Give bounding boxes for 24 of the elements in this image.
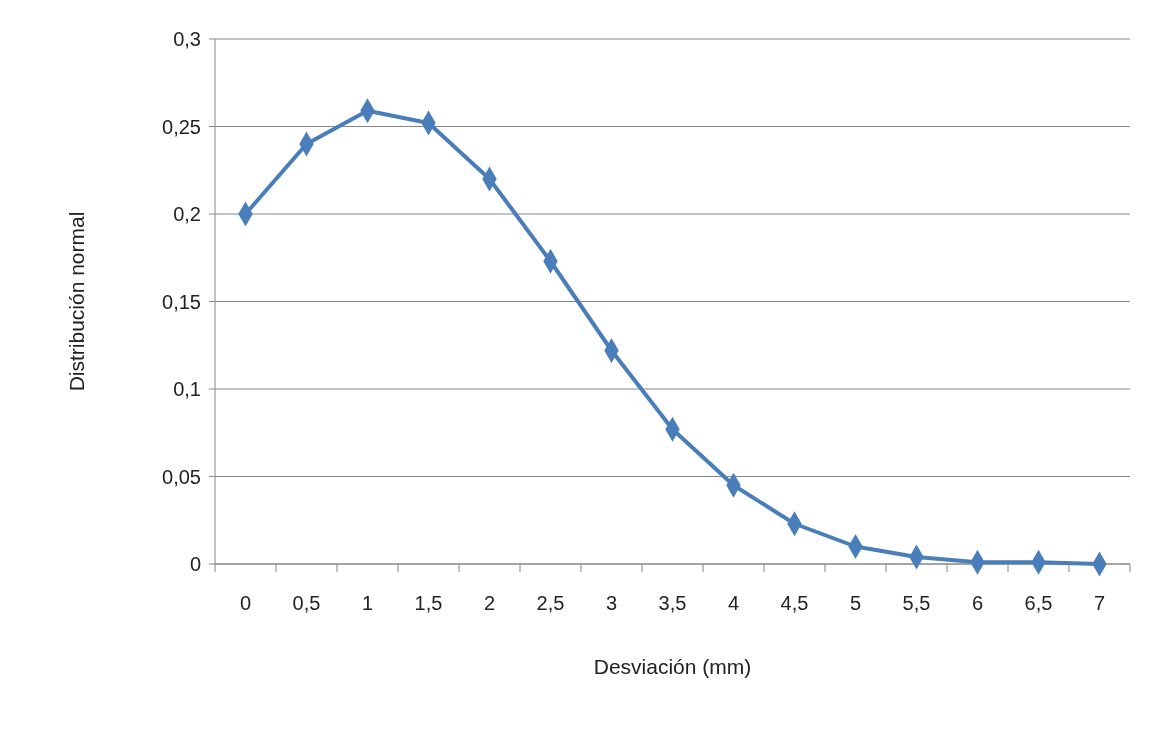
x-tick-label: 6 [971, 592, 984, 614]
x-tick-label: 1 [361, 592, 374, 614]
y-tick-label: 0 [189, 553, 201, 575]
x-tick-label: 6,5 [1024, 592, 1053, 614]
x-tick-label: 2,5 [536, 592, 565, 614]
y-tick-label: 0,1 [173, 378, 201, 400]
x-tick-label: 7 [1093, 592, 1106, 614]
x-tick-label: 1,5 [414, 592, 443, 614]
x-axis-title: Desviación (mm) [593, 655, 752, 678]
x-tick-label: 3 [605, 592, 618, 614]
x-tick-label: 3,5 [658, 592, 687, 614]
x-tick-label: 5,5 [902, 592, 931, 614]
x-tick-label: 4,5 [780, 592, 809, 614]
y-tick-label: 0,05 [162, 465, 201, 488]
x-tick-label: 4 [727, 592, 740, 614]
y-tick-label: 0,25 [162, 115, 201, 138]
y-tick-label: 0,2 [173, 203, 201, 225]
x-tick-label: 5 [849, 592, 862, 614]
y-tick-label: 0,15 [162, 290, 201, 313]
y-axis-title: Distribución normal [65, 211, 88, 392]
y-tick-label: 0,3 [173, 28, 201, 50]
x-tick-label: 0 [239, 592, 252, 614]
x-tick-label: 0,5 [292, 592, 321, 614]
x-tick-label: 2 [483, 592, 496, 614]
